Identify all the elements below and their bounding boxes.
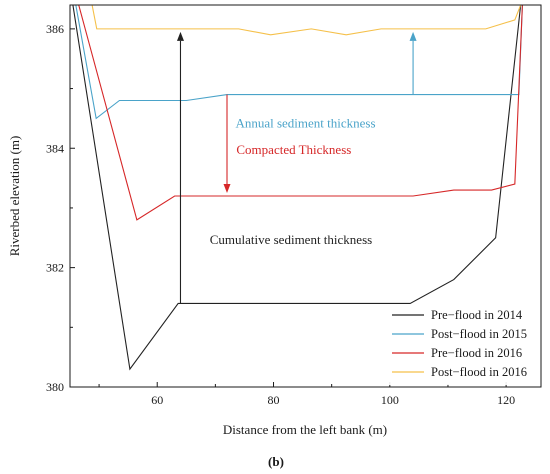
arrow-head — [223, 184, 231, 194]
series-line-1 — [72, 5, 522, 371]
y-tick-label: 384 — [46, 141, 64, 155]
y-tick-label: 386 — [46, 22, 64, 36]
y-tick-label: 380 — [46, 380, 64, 394]
x-tick-label: 120 — [497, 393, 515, 407]
arrow-layer — [176, 31, 417, 304]
x-tick-label: 100 — [381, 393, 399, 407]
y-tick-label: 382 — [46, 261, 64, 275]
arrow-head — [409, 31, 417, 41]
y-axis-title: Riverbed elevation (m) — [7, 136, 22, 257]
plot-frame — [69, 4, 542, 388]
annotation-3: Cumulative sediment thickness — [210, 232, 372, 247]
legend-label-3: Pre−flood in 2016 — [431, 346, 522, 360]
legend-label-1: Pre−flood in 2014 — [431, 308, 523, 322]
x-axis-ticks: 60 80 100 120 — [98, 382, 515, 407]
annotation-layer: Annual sediment thickness Compacted Thick… — [210, 115, 376, 246]
panel-label: (b) — [268, 454, 284, 469]
annotation-2: Compacted Thickness — [236, 142, 351, 157]
series-line-4 — [91, 5, 522, 36]
legend-label-4: Post−flood in 2016 — [431, 365, 527, 379]
legend: Pre−flood in 2014 Post−flood in 2015 Pre−f… — [384, 305, 539, 385]
legend-label-2: Post−flood in 2015 — [431, 327, 527, 341]
arrow-2 — [409, 31, 417, 95]
arrow-head — [176, 31, 184, 41]
annotation-1: Annual sediment thickness — [235, 115, 375, 130]
x-tick-label: 80 — [268, 393, 280, 407]
y-axis-ticks: 380 382 384 386 — [46, 22, 75, 394]
series-layer — [72, 5, 523, 371]
x-tick-label: 60 — [151, 393, 163, 407]
series-line-3 — [78, 5, 523, 221]
arrow-3 — [223, 94, 231, 194]
x-axis-title: Distance from the left bank (m) — [223, 422, 387, 437]
arrow-1 — [176, 31, 184, 304]
